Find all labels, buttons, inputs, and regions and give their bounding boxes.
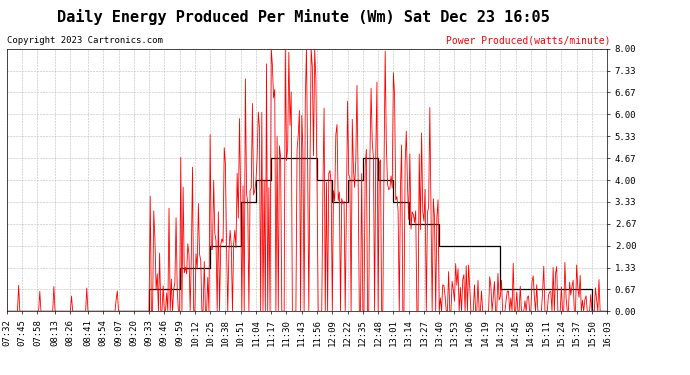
Text: Power Produced(watts/minute): Power Produced(watts/minute) [446, 36, 611, 46]
Text: Copyright 2023 Cartronics.com: Copyright 2023 Cartronics.com [7, 36, 163, 45]
Text: Daily Energy Produced Per Minute (Wm) Sat Dec 23 16:05: Daily Energy Produced Per Minute (Wm) Sa… [57, 9, 550, 26]
